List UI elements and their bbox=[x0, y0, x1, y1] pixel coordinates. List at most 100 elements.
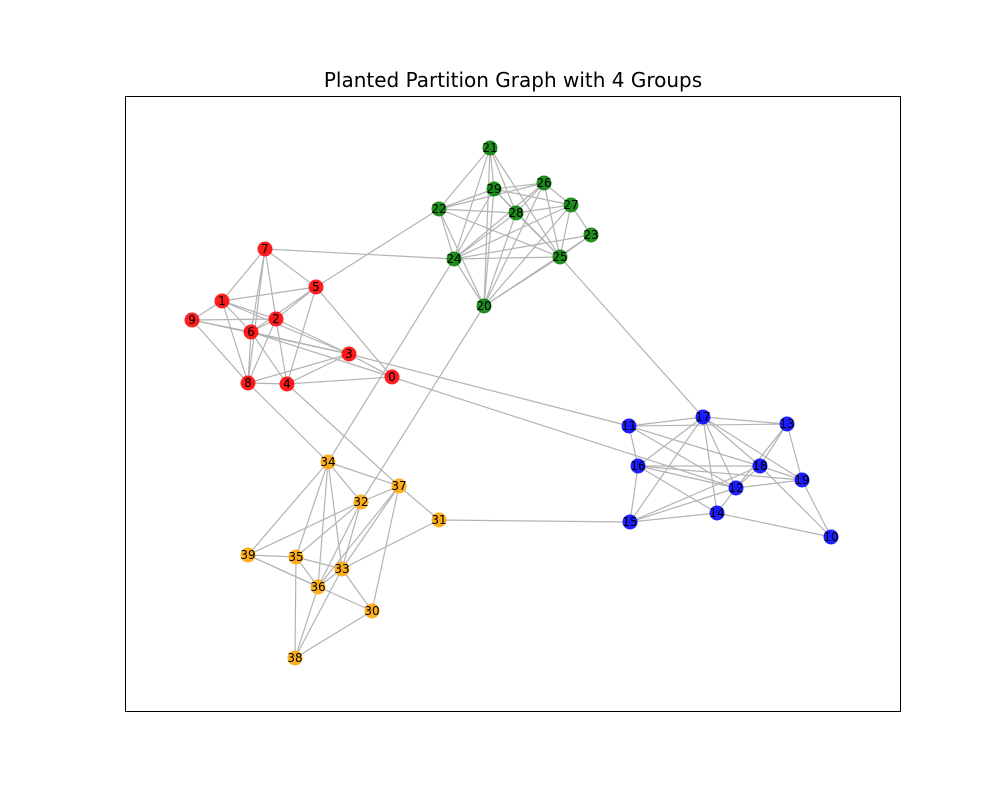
edge-17-15 bbox=[629, 416, 704, 523]
node-12: 12 bbox=[728, 480, 744, 496]
edge-8-34 bbox=[247, 382, 329, 463]
edge-28-20 bbox=[483, 212, 517, 307]
node-36: 36 bbox=[310, 579, 326, 595]
node-13: 13 bbox=[779, 416, 795, 432]
edge-4-37 bbox=[286, 383, 400, 487]
edge-26-24 bbox=[453, 182, 545, 260]
node-28: 28 bbox=[508, 205, 524, 221]
node-22: 22 bbox=[431, 201, 447, 217]
node-29: 29 bbox=[486, 181, 502, 197]
edge-layer bbox=[191, 147, 832, 659]
node-circle bbox=[752, 458, 768, 474]
edge-22-24 bbox=[438, 208, 455, 260]
node-circle bbox=[353, 494, 369, 510]
node-label: 16 bbox=[630, 459, 645, 473]
node-32: 32 bbox=[353, 494, 369, 510]
node-label: 6 bbox=[247, 325, 255, 339]
edge-34-33 bbox=[327, 461, 343, 570]
node-2: 2 bbox=[268, 311, 284, 327]
edge-27-24 bbox=[453, 204, 572, 260]
edge-29-24 bbox=[453, 188, 495, 260]
node-circle bbox=[431, 512, 447, 528]
edge-29-22 bbox=[438, 188, 495, 210]
edge-16-15 bbox=[629, 465, 639, 523]
node-label: 38 bbox=[287, 651, 302, 665]
node-label: 29 bbox=[486, 182, 501, 196]
edge-11-12 bbox=[628, 425, 737, 489]
node-circle bbox=[341, 346, 357, 362]
node-label: 25 bbox=[552, 250, 567, 264]
node-circle bbox=[563, 197, 579, 213]
edge-9-8 bbox=[191, 319, 249, 384]
edge-22-25 bbox=[438, 208, 561, 258]
node-circle bbox=[508, 205, 524, 221]
edge-11-13 bbox=[628, 423, 788, 427]
node-label: 39 bbox=[240, 548, 255, 562]
edge-37-30 bbox=[371, 485, 400, 612]
node-circle bbox=[583, 227, 599, 243]
edge-21-28 bbox=[489, 147, 517, 214]
edge-34-39 bbox=[247, 461, 329, 556]
node-20: 20 bbox=[476, 298, 492, 314]
node-label: 18 bbox=[752, 459, 767, 473]
node-circle bbox=[476, 298, 492, 314]
edge-21-24 bbox=[453, 147, 491, 260]
edge-39-35 bbox=[247, 554, 297, 558]
node-26: 26 bbox=[536, 175, 552, 191]
edge-1-2 bbox=[221, 300, 277, 320]
node-31: 31 bbox=[431, 512, 447, 528]
node-label: 19 bbox=[794, 473, 809, 487]
edge-37-36 bbox=[317, 485, 400, 588]
node-circle bbox=[184, 312, 200, 328]
node-circle bbox=[728, 480, 744, 496]
edge-17-19 bbox=[702, 416, 803, 481]
edge-2-8 bbox=[247, 318, 277, 384]
edge-7-5 bbox=[264, 248, 317, 288]
edge-19-10 bbox=[801, 479, 832, 538]
node-10: 10 bbox=[823, 529, 839, 545]
node-circle bbox=[310, 579, 326, 595]
edge-3-0 bbox=[348, 353, 393, 378]
node-33: 33 bbox=[334, 561, 350, 577]
edge-37-31 bbox=[398, 485, 440, 521]
edge-3-8 bbox=[247, 353, 350, 384]
node-label: 7 bbox=[261, 242, 269, 256]
node-circle bbox=[482, 140, 498, 156]
node-circle bbox=[288, 549, 304, 565]
node-label: 34 bbox=[320, 455, 335, 469]
node-circle bbox=[308, 279, 324, 295]
edge-16-14 bbox=[637, 465, 718, 514]
edge-36-38 bbox=[294, 586, 319, 659]
node-7: 7 bbox=[257, 241, 273, 257]
edge-1-8 bbox=[221, 300, 249, 384]
node-circle bbox=[622, 514, 638, 530]
edge-20-32 bbox=[360, 305, 485, 503]
edge-6-3 bbox=[250, 331, 350, 355]
node-14: 14 bbox=[709, 505, 725, 521]
edge-31-33 bbox=[341, 519, 440, 570]
node-label: 24 bbox=[446, 252, 461, 266]
node-5: 5 bbox=[308, 279, 324, 295]
edge-29-26 bbox=[493, 182, 545, 190]
node-27: 27 bbox=[563, 197, 579, 213]
edge-17-12 bbox=[702, 416, 737, 489]
node-21: 21 bbox=[482, 140, 498, 156]
node-label: 5 bbox=[312, 280, 320, 294]
node-0: 0 bbox=[384, 369, 400, 385]
edge-11-17 bbox=[628, 416, 704, 427]
node-label: 2 bbox=[272, 312, 280, 326]
edge-17-14 bbox=[702, 416, 718, 514]
edge-28-22 bbox=[438, 208, 517, 214]
edge-24-34 bbox=[327, 258, 455, 463]
edge-23-24 bbox=[453, 234, 592, 260]
edge-17-13 bbox=[702, 416, 788, 425]
edge-2-4 bbox=[275, 318, 288, 385]
edge-14-15 bbox=[629, 512, 718, 523]
node-label: 32 bbox=[353, 495, 368, 509]
node-circle bbox=[364, 603, 380, 619]
node-label: 28 bbox=[508, 206, 523, 220]
node-23: 23 bbox=[583, 227, 599, 243]
edge-13-19 bbox=[786, 423, 803, 481]
edge-7-2 bbox=[264, 248, 277, 320]
node-circle bbox=[695, 409, 711, 425]
